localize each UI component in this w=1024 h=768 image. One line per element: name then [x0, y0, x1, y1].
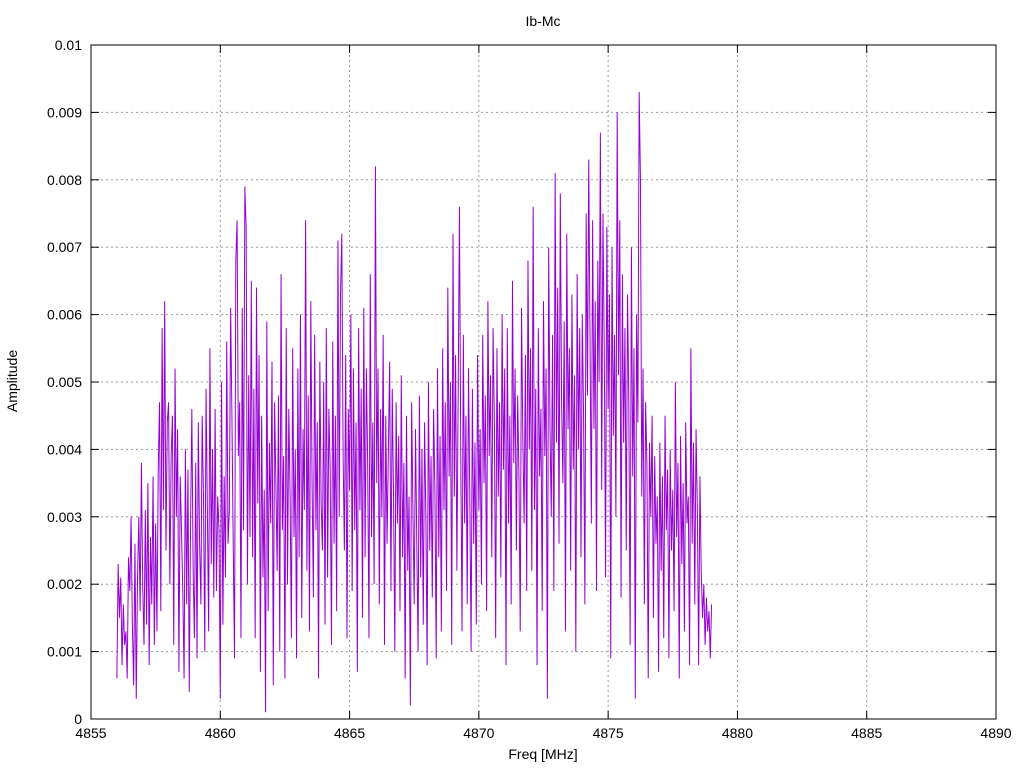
- x-tick-label: 4860: [205, 725, 236, 741]
- y-tick-label: 0.01: [55, 37, 82, 53]
- y-tick-label: 0.001: [47, 644, 82, 660]
- x-tick-label: 4880: [722, 725, 753, 741]
- x-tick-label: 4870: [463, 725, 494, 741]
- series-line: [116, 92, 713, 713]
- y-tick-label: 0.008: [47, 172, 82, 188]
- y-tick-label: 0.003: [47, 509, 82, 525]
- plot-area: [116, 92, 713, 713]
- x-tick-label: 4855: [75, 725, 106, 741]
- y-axis-label: Amplitude: [4, 350, 20, 412]
- tick-labels: 4855 4860 4865 4870 4875 4880 4885 4890 0 0.001 0.…: [47, 37, 1012, 741]
- y-tick-label: 0.009: [47, 104, 82, 120]
- y-tick-label: 0.007: [47, 239, 82, 255]
- chart-title: Ib-Mc: [526, 13, 561, 29]
- y-tick-label: 0.002: [47, 576, 82, 592]
- x-axis-label: Freq [MHz]: [508, 746, 577, 762]
- y-tick-label: 0.005: [47, 374, 82, 390]
- x-tick-label: 4865: [334, 725, 365, 741]
- y-tick-label: 0.006: [47, 307, 82, 323]
- y-tick-label: 0.004: [47, 441, 82, 457]
- x-tick-label: 4890: [980, 725, 1011, 741]
- x-tick-label: 4875: [593, 725, 624, 741]
- axes: [90, 44, 997, 720]
- x-tick-label: 4885: [851, 725, 882, 741]
- y-tick-label: 0: [74, 711, 82, 727]
